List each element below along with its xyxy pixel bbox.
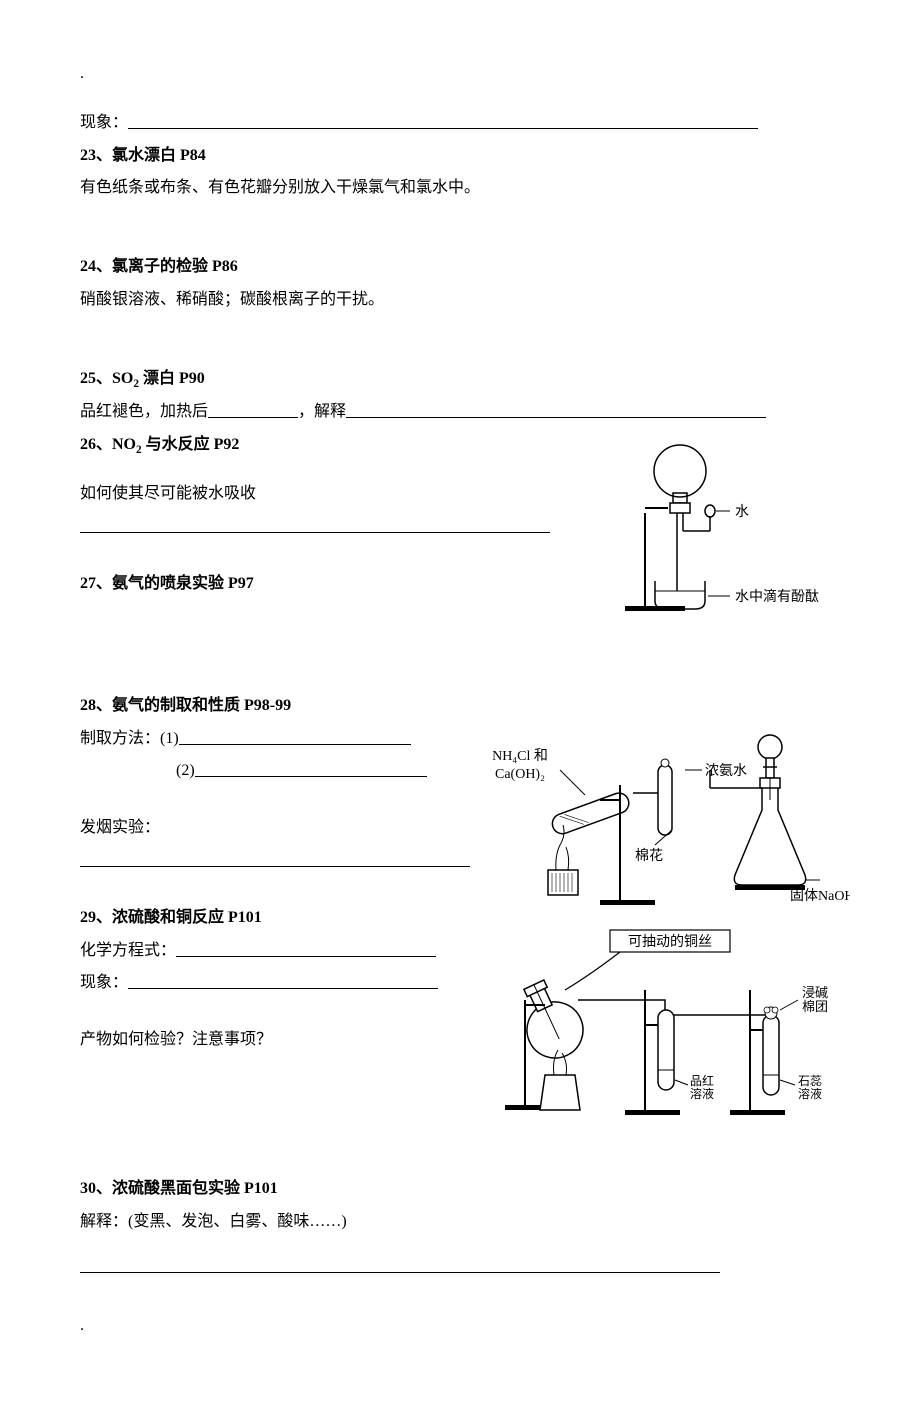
q25-heading: 25、SO2 漂白 P90: [80, 365, 840, 394]
q29-q: 产物如何检验？注意事项？: [80, 1026, 470, 1055]
q28-smoke-blank: [80, 851, 470, 867]
q28-method2-label: (2): [176, 762, 195, 779]
q25-blank1: [208, 402, 298, 418]
q29-shirui2: 溶液: [798, 1086, 822, 1101]
q29-wire-label: 可抽动的铜丝: [628, 934, 712, 950]
q29-eq-blank: [176, 941, 436, 957]
q28-nh4cl-label: NH₄Cl 和: [492, 748, 548, 764]
q22-phenomenon-line: 现象：: [80, 109, 840, 138]
q30-blank-line: [80, 1253, 840, 1282]
q25-body-mid: ，解释: [298, 403, 346, 420]
q23-heading: 23、氯水漂白 P84: [80, 142, 840, 171]
q28-method-label: 制取方法：(1): [80, 730, 179, 747]
q29-pinhong1: 品红: [690, 1073, 714, 1088]
q26-heading-post: 与水反应 P92: [142, 436, 240, 453]
q28-method2: (2): [80, 757, 470, 786]
q25-body-pre: 品红褪色，加热后: [80, 403, 208, 420]
q29-phen-blank: [128, 973, 438, 989]
q30-body: 解释：(变黑、发泡、白雾、酸味……): [80, 1208, 840, 1237]
q29-alkali-label1: 浸碱: [802, 985, 828, 1000]
q26-heading: 26、NO2 与水反应 P92: [80, 431, 600, 460]
q26-blank-line: [80, 513, 600, 542]
q28-caoh2-label: Ca(OH)₂: [495, 767, 545, 782]
q28-q29-figures: NH₄Cl 和 Ca(OH)₂: [470, 725, 850, 1136]
q27-figure: 水 水中滴有酚酞: [600, 431, 840, 632]
q29-alkali-label2: 棉团: [802, 999, 828, 1014]
q28-blank2: [195, 761, 427, 777]
page-dot: .: [80, 60, 840, 89]
q29-heading: 29、浓硫酸和铜反应 P101: [80, 904, 470, 933]
q29-eq-label: 化学方程式：: [80, 942, 176, 959]
q26-heading-pre: 26、NO: [80, 436, 136, 453]
q27-water-label: 水: [735, 504, 749, 520]
q26-blank: [80, 517, 550, 533]
q29-pinhong2: 溶液: [690, 1086, 714, 1101]
q28-heading: 28、氨气的制取和性质 P98-99: [80, 692, 840, 721]
q27-basin-label: 水中滴有酚酞: [735, 588, 819, 605]
q26-body: 如何使其尽可能被水吸收: [80, 480, 600, 509]
q24-body: 硝酸银溶液、稀硝酸；碳酸根离子的干扰。: [80, 286, 840, 315]
q25-blank2: [346, 402, 766, 418]
q28-ammonia-label: 浓氨水: [705, 763, 747, 779]
q22-phenomenon-label: 现象：: [80, 114, 128, 131]
q27-heading: 27、氨气的喷泉实验 P97: [80, 570, 600, 599]
q23-body: 有色纸条或布条、有色花瓣分别放入干燥氯气和氯水中。: [80, 174, 840, 203]
q29-phen-label: 现象：: [80, 974, 128, 991]
q28-cotton-label: 棉花: [635, 847, 663, 864]
q25-heading-pre: 25、SO: [80, 370, 133, 387]
q25-heading-post: 漂白 P90: [139, 370, 205, 387]
q28-q29-row: 制取方法：(1) (2) 发烟实验： 29、浓硫酸和铜反应 P101 化学方程式…: [80, 725, 840, 1136]
q26-q27-row: 26、NO2 与水反应 P92 如何使其尽可能被水吸收 27、氨气的喷泉实验 P…: [80, 431, 840, 632]
q24-heading: 24、氯离子的检验 P86: [80, 253, 840, 282]
q29-shirui1: 石蕊: [798, 1074, 822, 1088]
q25-body: 品红褪色，加热后 ，解释: [80, 398, 840, 427]
q22-phenomenon-blank: [128, 113, 758, 129]
q28-smoke-blank-line: [80, 847, 470, 876]
q28-smoke-label: 发烟实验：: [80, 814, 470, 843]
q30-blank: [80, 1257, 720, 1273]
q28-method1: 制取方法：(1): [80, 725, 470, 754]
q29-eq-line: 化学方程式：: [80, 937, 470, 966]
q29-phen-line: 现象：: [80, 969, 470, 998]
q28-naoh-label: 固体NaOH: [790, 888, 850, 904]
q28-blank1: [179, 729, 411, 745]
q30-heading: 30、浓硫酸黑面包实验 P101: [80, 1175, 840, 1204]
page-dot-bottom: .: [80, 1312, 840, 1341]
